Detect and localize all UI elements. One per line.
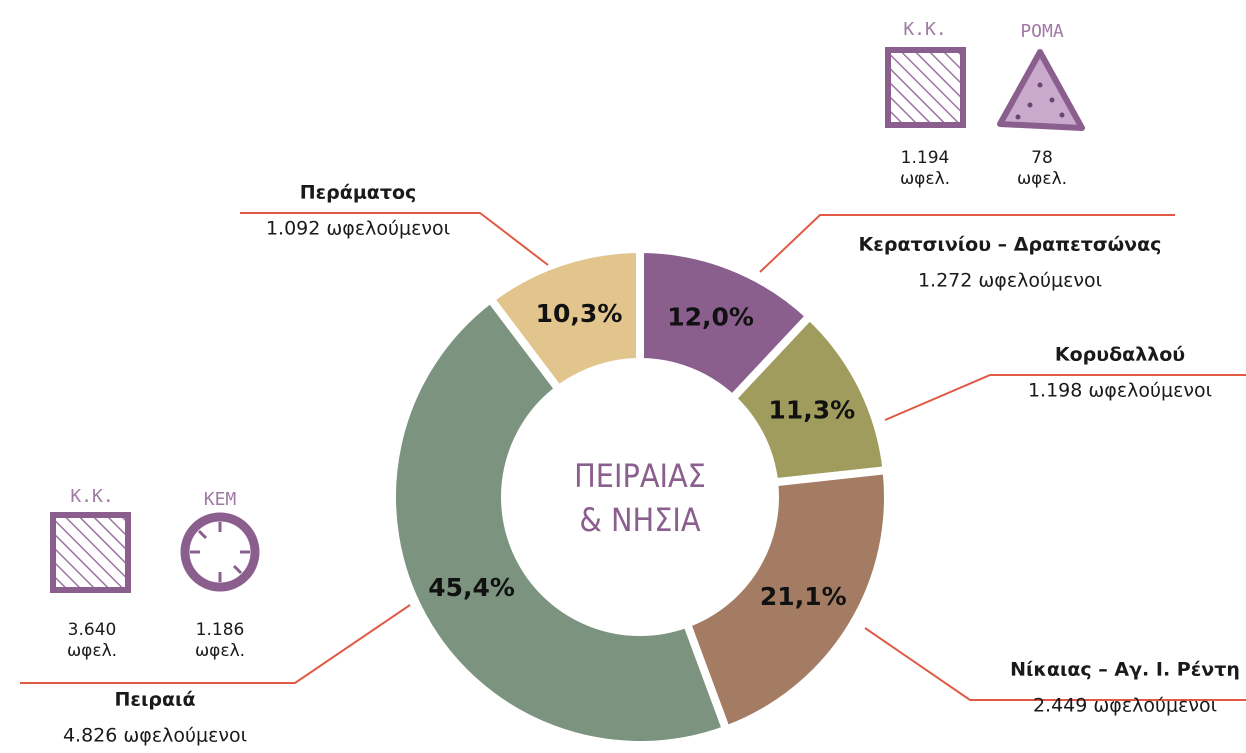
- category-detail: 1.092 ωφελούμενοι: [266, 218, 450, 240]
- center-label: ΠΕΙΡΑΙΑΣ: [574, 457, 706, 495]
- icon-text: ωφελ.: [900, 169, 950, 189]
- icon-text: 1.194: [901, 148, 950, 168]
- category-detail: 1.198 ωφελούμενοι: [1028, 380, 1212, 402]
- value-label: 10,3%: [536, 299, 623, 328]
- category-label: Περάματος: [300, 182, 417, 204]
- leader-line: [240, 212, 549, 266]
- icon-text: 3.640: [68, 620, 117, 640]
- icon-text: ωφελ.: [67, 641, 117, 661]
- icon-label: ΡΟΜΑ: [1020, 21, 1064, 42]
- icon-label: Κ.Κ.: [70, 486, 113, 507]
- category-detail: 2.449 ωφελούμενοι: [1033, 695, 1217, 717]
- category-label: Νίκαιας – Αγ. Ι. Ρέντη: [1010, 659, 1240, 681]
- leader-line: [864, 627, 1246, 701]
- leader-line: [20, 604, 411, 684]
- icon-triangle: [997, 49, 1085, 131]
- donut-segment: [388, 293, 732, 749]
- icon-text: ωφελ.: [1017, 169, 1067, 189]
- donut-segment: [681, 465, 892, 735]
- icon-clock: [180, 512, 260, 592]
- value-label: 12,0%: [667, 302, 754, 331]
- center-label: & ΝΗΣΙΑ: [579, 501, 700, 539]
- icon-label: Κ.Κ.: [903, 19, 946, 40]
- category-label: Κορυδαλλού: [1055, 344, 1185, 366]
- icon-text: 78: [1031, 148, 1053, 168]
- leader-line: [884, 374, 1246, 421]
- leader-line: [759, 214, 1175, 273]
- icon-square: [885, 47, 966, 128]
- category-detail: 1.272 ωφελούμενοι: [918, 270, 1102, 292]
- icon-label: ΚΕΜ: [204, 489, 237, 510]
- category-detail: 4.826 ωφελούμενοι: [63, 725, 247, 747]
- category-label: Πειραιά: [115, 689, 196, 711]
- category-label: Κερατσινίου – Δραπετσώνας: [859, 234, 1162, 256]
- value-label: 11,3%: [768, 395, 855, 424]
- value-label: 21,1%: [760, 582, 847, 611]
- donut-segment: [484, 244, 644, 395]
- icon-square: [50, 512, 131, 593]
- value-label: 45,4%: [428, 573, 515, 602]
- icon-text: ωφελ.: [195, 641, 245, 661]
- icon-text: 1.186: [196, 620, 245, 640]
